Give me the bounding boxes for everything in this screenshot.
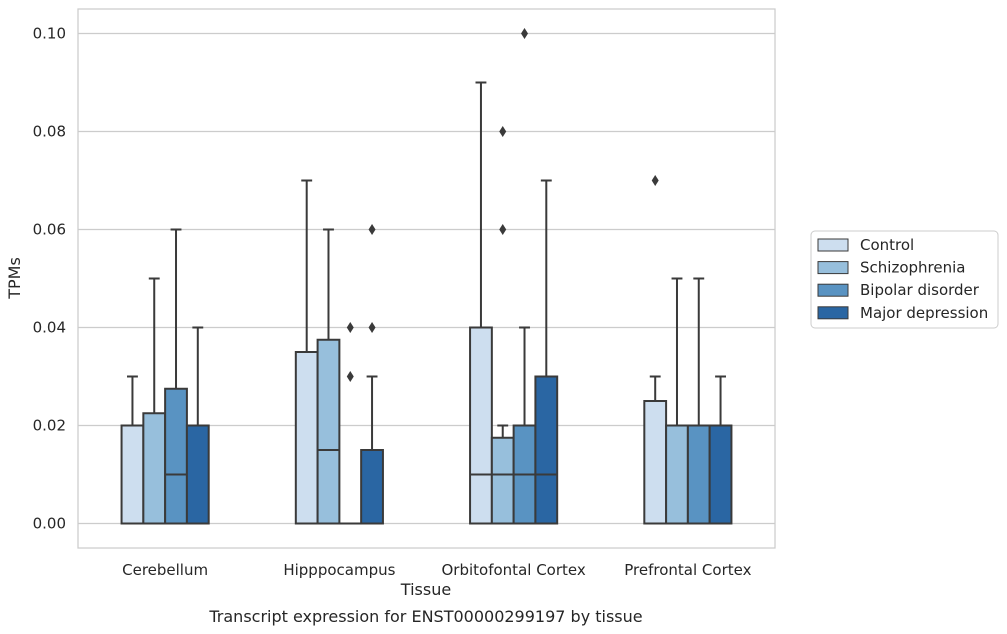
y-axis-title: TPMs (5, 257, 24, 300)
iqr-box (469, 326, 493, 525)
y-tick-label: 0.08 (33, 123, 66, 141)
outlier-marker (651, 175, 659, 186)
outlier-marker (368, 322, 376, 333)
legend-swatch (817, 261, 849, 275)
x-tick-label: Cerebellum (122, 561, 208, 579)
box-0-3 (643, 175, 668, 525)
outlier-marker (499, 126, 507, 137)
box-2-3 (686, 277, 711, 525)
x-axis-title: Tissue (400, 580, 451, 599)
y-tick-label: 0.02 (33, 417, 66, 435)
box-3-3 (708, 375, 733, 525)
y-tick-label: 0.10 (33, 25, 66, 43)
y-tick-label: 0.04 (33, 319, 66, 337)
box-0-1 (294, 179, 319, 525)
x-tick-label: Orbitofontal Cortex (442, 561, 586, 579)
iqr-box (185, 424, 210, 525)
box-1-3 (665, 277, 689, 525)
legend-swatch (817, 283, 849, 297)
legend-frame (810, 230, 999, 329)
box-3-0 (185, 326, 210, 525)
iqr-box (164, 387, 188, 525)
legend-label: Schizophrenia (860, 259, 965, 277)
iqr-box (534, 375, 559, 525)
iqr-box (316, 338, 341, 525)
box-3-1 (360, 224, 384, 525)
legend-swatch (817, 306, 849, 320)
iqr-box (360, 449, 384, 525)
outlier-marker (346, 371, 354, 382)
y-tick-label: 0.00 (33, 515, 66, 533)
outlier-marker (499, 224, 507, 235)
legend-swatch (817, 238, 849, 252)
iqr-box (490, 436, 515, 525)
iqr-box (120, 424, 145, 525)
x-tick-label: Hipppocampus (283, 561, 395, 579)
box-1-1 (316, 228, 341, 525)
box-0-0 (120, 375, 145, 525)
iqr-box (294, 351, 319, 525)
chart-title: Transcript expression for ENST0000029919… (208, 607, 642, 626)
legend-label: Bipolar disorder (860, 281, 980, 299)
box-2-0 (164, 228, 188, 525)
box-2-1 (338, 322, 363, 525)
x-tick-labels: Cerebellum Hipppocampus Orbitofontal Corte… (122, 561, 751, 579)
legend-label: Major depression (860, 304, 988, 322)
box-1-2 (490, 126, 515, 525)
legend: Control Schizophrenia Bipolar disorder Majo… (810, 230, 999, 329)
outlier-marker (521, 28, 529, 39)
outlier-marker (346, 322, 354, 333)
iqr-box (665, 424, 689, 525)
plot-area (120, 28, 733, 525)
box-3-2 (534, 179, 559, 525)
iqr-box (686, 424, 711, 525)
box-1-0 (142, 277, 167, 525)
iqr-box (142, 412, 167, 525)
legend-label: Control (860, 236, 914, 254)
y-tick-label: 0.06 (33, 221, 66, 239)
iqr-box (708, 424, 733, 525)
iqr-box (643, 400, 668, 525)
plot-frame (77, 8, 776, 549)
box-0-2 (469, 81, 493, 525)
y-tick-labels: 0.00 0.02 0.04 0.06 0.08 0.10 (33, 25, 66, 533)
box-2-2 (512, 28, 537, 525)
x-tick-label: Prefrontal Cortex (624, 561, 751, 579)
outlier-marker (368, 224, 376, 235)
